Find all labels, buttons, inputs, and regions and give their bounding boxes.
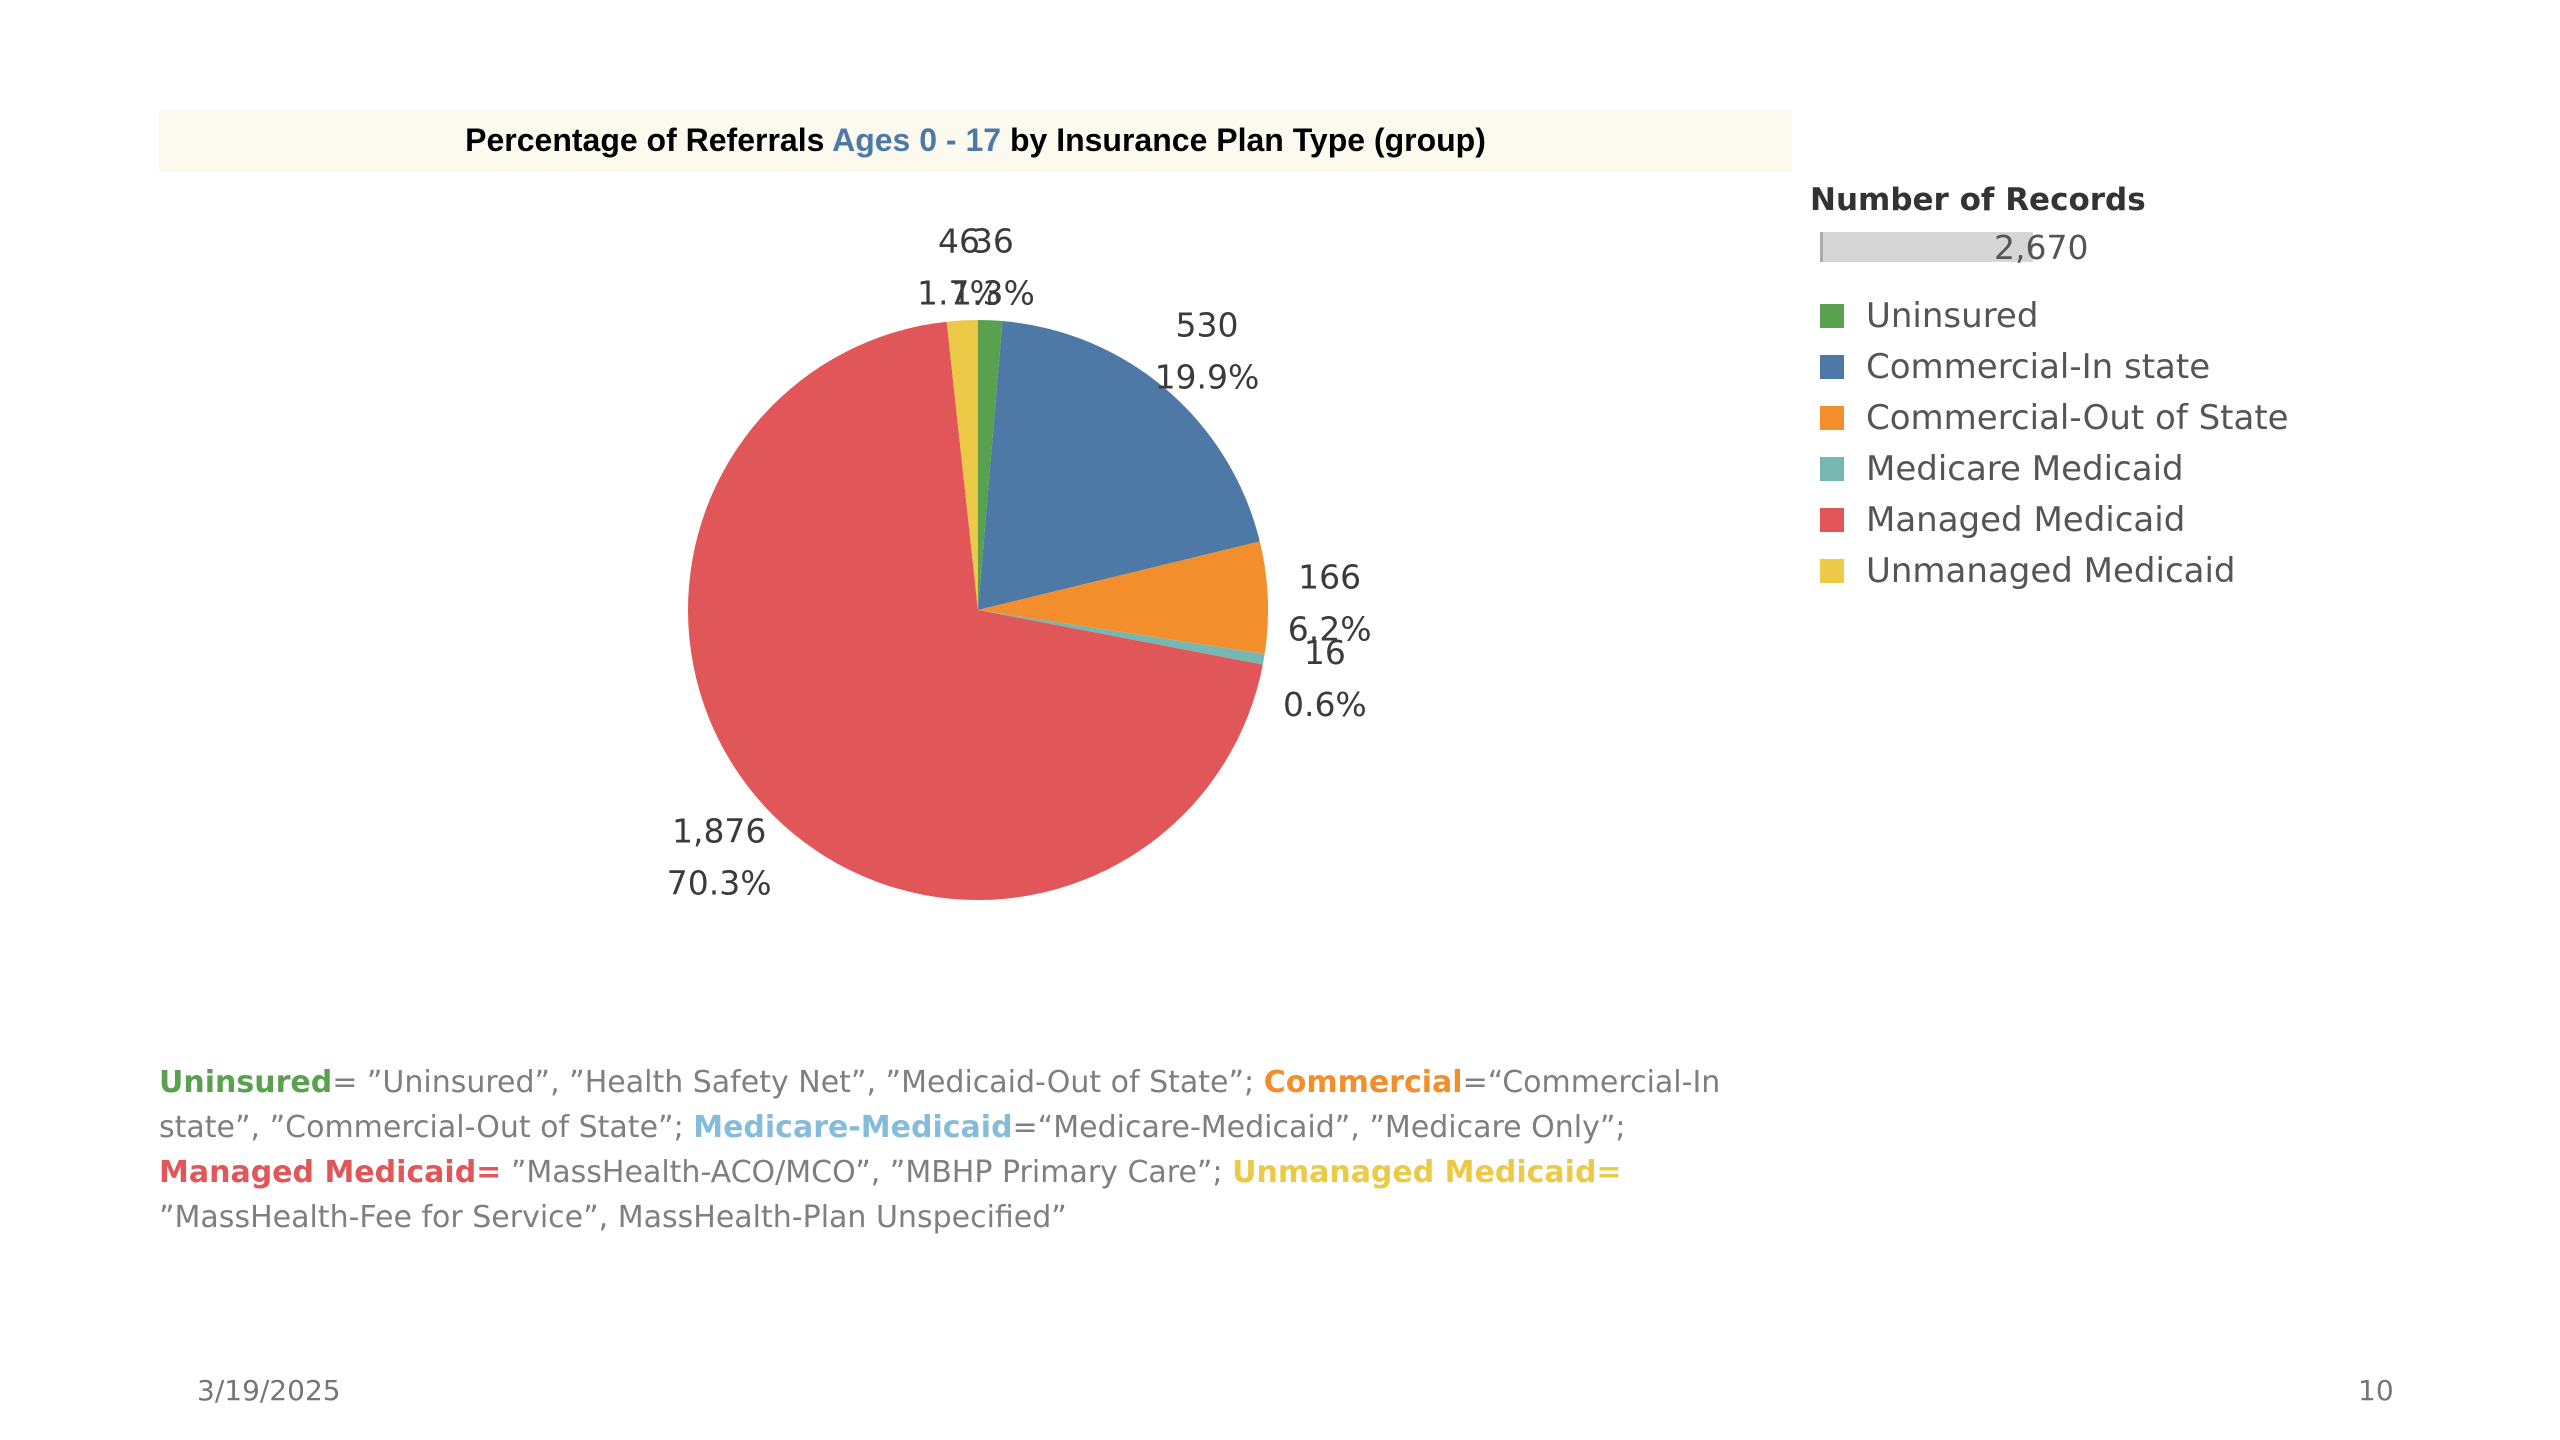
legend-swatch-commercial-in-state [1820, 354, 1844, 379]
legend-label-medicare-medicaid: Medicare Medicaid [1866, 448, 2184, 489]
chart-title-highlight: Ages 0 - 17 [832, 122, 1002, 158]
legend-label-managed-medicaid: Managed Medicaid [1866, 499, 2186, 540]
legend-item-medicare-medicaid[interactable]: Medicare Medicaid [1810, 443, 2370, 494]
legend-size-row: 2,670 [1810, 224, 2370, 268]
legend-swatch-uninsured [1820, 303, 1844, 328]
pie-value-label-commercial-out-of-state: 166 [1298, 558, 1361, 597]
pie-percent-label-commercial-in-state: 19.9% [1155, 358, 1260, 397]
slide-date: 3/19/2025 [197, 1374, 341, 1407]
footnote-managed-text: ”MassHealth-ACO/MCO”, ”MBHP Primary Care… [501, 1155, 1233, 1190]
slide-page-number: 10 [2358, 1374, 2394, 1407]
legend-size-bar [1820, 232, 2033, 262]
chart-title-after: by Insurance Plan Type (group) [1001, 122, 1486, 158]
legend-size-title: Number of Records [1810, 182, 2146, 218]
legend-label-uninsured: Uninsured [1866, 295, 2039, 336]
chart-title: Percentage of Referrals Ages 0 - 17 by I… [159, 122, 1792, 159]
legend-label-unmanaged-medicaid: Unmanaged Medicaid [1866, 550, 2236, 591]
footnote-uninsured-text: = ”Uninsured”, ”Health Safety Net”, ”Med… [332, 1065, 1264, 1100]
pie-percent-label-medicare-medicaid: 0.6% [1283, 685, 1367, 724]
legend-item-commercial-out-of-state[interactable]: Commercial-Out of State [1810, 392, 2370, 443]
legend-label-commercial-out-of-state: Commercial-Out of State [1866, 397, 2289, 438]
legend-swatch-unmanaged-medicaid [1820, 558, 1844, 583]
pie-percent-label-commercial-out-of-state: 6.2% [1288, 610, 1372, 649]
pie-value-label-commercial-in-state: 530 [1175, 306, 1238, 345]
footnote-unmanaged-text: ”MassHealth-Fee for Service”, MassHealth… [159, 1200, 1067, 1235]
legend-item-commercial-in-state[interactable]: Commercial-In state [1810, 341, 2370, 392]
legend-items: Uninsured Commercial-In state Commercial-O… [1810, 290, 2370, 596]
footnote-managed-key: Managed Medicaid= [159, 1155, 502, 1190]
chart-title-bar: Percentage of Referrals Ages 0 - 17 by I… [159, 110, 1792, 172]
chart-title-before: Percentage of Referrals [465, 122, 833, 158]
legend-swatch-commercial-out-of-state [1820, 405, 1844, 430]
pie-value-label-uninsured: 36 [972, 221, 1014, 260]
footnote-medicare-key: Medicare-Medicaid [693, 1110, 1013, 1145]
pie-percent-label-unmanaged-medicaid: 1.7% [917, 274, 1001, 313]
pie-percent-label-managed-medicaid: 70.3% [667, 864, 772, 903]
footnote-unmanaged-key: Unmanaged Medicaid= [1232, 1155, 1622, 1190]
legend-item-managed-medicaid[interactable]: Managed Medicaid [1810, 494, 2370, 545]
legend-item-uninsured[interactable]: Uninsured [1810, 290, 2370, 341]
pie-value-label-medicare-medicaid: 16 [1304, 633, 1346, 672]
footnote-commercial-text: =“Commercial-In state”, ”Commercial-Out … [159, 1065, 1721, 1145]
footnote-uninsured-key: Uninsured [159, 1065, 333, 1100]
footnote-commercial-key: Commercial [1263, 1065, 1463, 1100]
pie-percent-label-uninsured: 1.3% [951, 273, 1035, 312]
pie-slice-managed-medicaid[interactable] [688, 321, 1263, 900]
pie-value-label-managed-medicaid: 1,876 [672, 812, 766, 851]
pie-slice-unmanaged-medicaid[interactable] [946, 320, 978, 610]
legend-swatch-medicare-medicaid [1820, 456, 1844, 481]
pie-slice-commercial-in-state[interactable] [978, 321, 1260, 610]
legend-label-commercial-in-state: Commercial-In state [1866, 346, 2211, 387]
pie-slice-commercial-out-of-state[interactable] [978, 541, 1268, 654]
pie-slice-medicare-medicaid[interactable] [978, 610, 1265, 665]
footnote-medicare-text: =“Medicare-Medicaid”, ”Medicare Only”; [1012, 1110, 1626, 1145]
legend-item-unmanaged-medicaid[interactable]: Unmanaged Medicaid [1810, 545, 2370, 596]
legend: Number of Records 2,670 Uninsured Commerc… [1810, 182, 2370, 596]
pie-value-label-unmanaged-medicaid: 46 [938, 222, 980, 261]
legend-swatch-managed-medicaid [1820, 507, 1844, 532]
legend-size-value: 2,670 [1994, 228, 2089, 267]
pie-slice-uninsured[interactable] [978, 320, 1003, 610]
footnote: Uninsured= ”Uninsured”, ”Health Safety N… [159, 1060, 1759, 1240]
